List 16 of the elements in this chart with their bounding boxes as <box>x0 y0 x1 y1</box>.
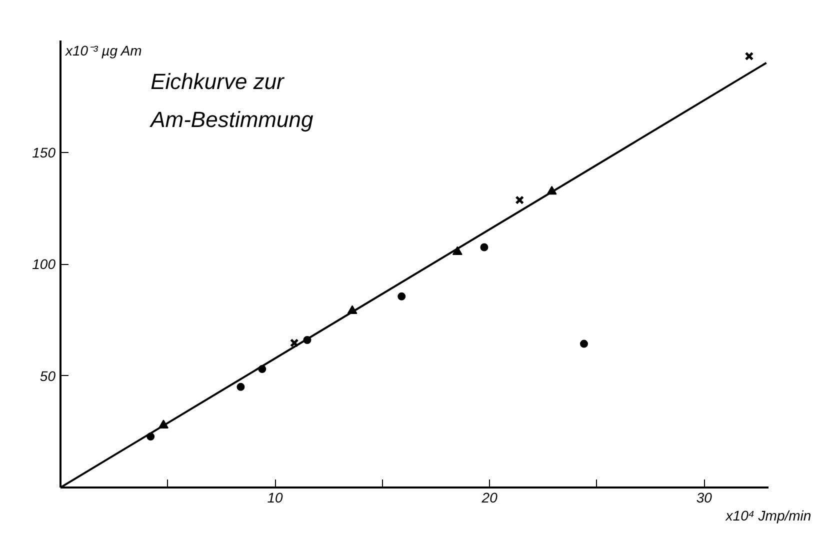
x-axis-title: x10⁴ Jmp/min <box>724 508 812 524</box>
y-axis-title: x10⁻³ µg Am <box>64 42 142 58</box>
point <box>236 382 245 391</box>
point <box>515 196 524 205</box>
x-tick-label: 20 <box>480 490 498 506</box>
y-tick-label: 150 <box>32 144 56 160</box>
point <box>580 340 588 348</box>
y-tick-label: 50 <box>40 368 56 384</box>
y-tick-label: 100 <box>32 256 56 272</box>
x-tick-label: 10 <box>267 490 284 506</box>
point <box>290 338 299 348</box>
text: Eichkurve zur Am-Bestimmung <box>148 69 314 132</box>
point <box>744 52 754 61</box>
x-tick-label: 30 <box>696 490 712 506</box>
point <box>398 292 406 300</box>
point <box>480 243 488 252</box>
